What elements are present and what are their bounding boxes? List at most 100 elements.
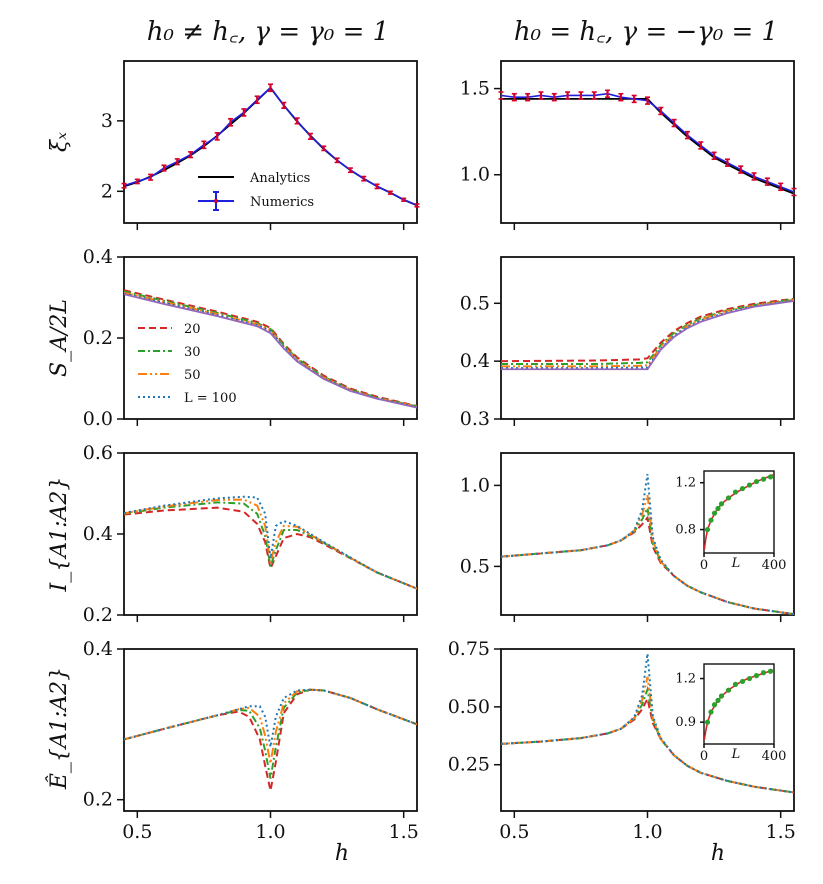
inset-data-point <box>753 478 760 485</box>
inset-r3c1: 0 400 0.9 1.2 L <box>675 663 787 764</box>
inset-data-point <box>760 476 767 482</box>
series-line-30 <box>124 501 417 590</box>
axis-ytick-label: 0.50 <box>448 696 490 718</box>
panel-r0c0: 2 3 ξₓ Analytics Numerics <box>47 60 420 230</box>
axis-frame <box>500 256 795 420</box>
panel-r1c1: 0.3 0.4 0.5 <box>460 256 795 430</box>
inset-x-label: L <box>731 556 741 571</box>
axis-ytick-label: 0.0 <box>83 408 113 430</box>
inset-data-point <box>704 526 711 533</box>
axis-xtick-label: 0.5 <box>499 821 529 843</box>
panel-r1c0: 0.0 0.2 0.4 S_A/2L 20 30 50 L = 100 <box>47 246 418 430</box>
panel-r2c0: 0.2 0.4 0.6 I_{A1:A2} <box>47 442 418 626</box>
axis-ytick-label: 0.6 <box>83 442 113 464</box>
series-line-20 <box>501 297 794 363</box>
inset-frame <box>703 663 775 745</box>
inset-data-point <box>711 510 718 516</box>
legend-label: 50 <box>184 368 201 383</box>
axis-ytick-label: 0.3 <box>460 408 490 430</box>
series-line-30 <box>124 290 417 408</box>
axis-xtick-label: 1.5 <box>389 821 419 843</box>
axis-ytick-label: 0.4 <box>460 350 490 372</box>
axis-ytick-label: 0.25 <box>448 754 490 776</box>
axis-ytick-label: 0.4 <box>83 523 113 545</box>
panel-r3c1: 0.5 1.0 1.5 0.25 0.50 0.75 0 400 0.9 1.2 L <box>448 638 796 843</box>
axis-ytick-label: 0.5 <box>460 555 490 577</box>
series-line-50 <box>124 498 417 590</box>
series-line-20 <box>124 688 417 791</box>
panel-r2c1: 0.5 1.0 0 400 0.8 1.2 L <box>460 452 795 622</box>
legend-label: 30 <box>184 345 201 360</box>
series-line-analytics <box>501 98 794 195</box>
inset-xtick-label: 400 <box>762 558 787 573</box>
inset-data-point <box>760 670 767 676</box>
inset-data-point <box>753 673 760 679</box>
inset-data-point <box>725 687 732 693</box>
inset-xtick-label: 400 <box>762 749 787 764</box>
legend-label: Analytics <box>249 171 310 186</box>
series-line-analytics <box>124 86 417 207</box>
inset-data-point <box>708 517 714 523</box>
series-line-30 <box>124 688 417 779</box>
column-title-right: h₀ = h꜀, γ = −γ₀ = 1 <box>514 17 778 47</box>
inset-data-point <box>715 505 721 512</box>
inset-data-point <box>711 702 718 708</box>
x-axis-label-left: h <box>335 841 349 866</box>
numerics-line <box>501 92 794 193</box>
legend-label: Numerics <box>250 195 314 210</box>
axis-frame <box>500 60 795 224</box>
inset-ytick-label: 1.2 <box>675 476 696 491</box>
axis-xtick-label: 1.0 <box>255 821 285 843</box>
axis-ytick-label: 1.0 <box>460 474 490 496</box>
axis-ytick-label: 1.0 <box>460 164 490 186</box>
axis-ytick-label: 2 <box>101 180 113 202</box>
inset-xtick-label: 0 <box>700 558 708 573</box>
inset-data-point <box>708 709 714 715</box>
series-line-l-100 <box>501 473 794 615</box>
axis-ytick-label: 0.5 <box>460 292 490 314</box>
series-line-l-100 <box>501 299 794 370</box>
legend-label: 20 <box>184 322 201 337</box>
axis-frame <box>123 452 418 616</box>
series-line-limit <box>501 300 794 371</box>
series-line-20 <box>124 506 417 590</box>
inset-data-point <box>739 678 746 685</box>
y-axis-label: I_{A1:A2} <box>47 477 72 593</box>
inset-data-point <box>718 501 725 507</box>
inset-data-point <box>739 485 746 492</box>
inset-ytick-label: 1.2 <box>675 672 696 687</box>
legend-label: L = 100 <box>184 391 237 406</box>
numerics-line <box>124 86 417 207</box>
inset-data-point <box>746 482 753 488</box>
axis-ytick-label: 1.5 <box>460 78 490 100</box>
series-line-l-100 <box>124 495 417 590</box>
axis-ytick-label: 3 <box>101 110 113 132</box>
series-line-limit <box>124 293 417 409</box>
axis-xtick-label: 1.0 <box>632 821 662 843</box>
y-axis-label: S_A/2L <box>47 299 72 377</box>
inset-data-point <box>704 719 711 725</box>
axis-ytick-label: 0.2 <box>83 327 113 349</box>
axis-xtick-label: 0.5 <box>122 821 152 843</box>
y-axis-label: ξₓ <box>47 132 72 152</box>
panel-r3c0: 0.5 1.0 1.5 0.2 0.4 Ê_{A1:A2} <box>45 638 419 843</box>
series-line-30 <box>501 298 794 366</box>
series-line-50 <box>501 676 794 794</box>
axis-ytick-label: 0.2 <box>83 789 113 811</box>
x-axis-label-right: h <box>711 841 725 866</box>
inset-data-point <box>718 693 725 699</box>
axis-ytick-label: 0.4 <box>83 246 113 268</box>
inset-ytick-label: 0.9 <box>675 715 696 730</box>
panel-r0c1: 1.0 1.5 <box>460 60 797 230</box>
series-line-20 <box>124 289 417 408</box>
inset-r2c1: 0 400 0.8 1.2 L <box>675 470 787 573</box>
axis-ytick-label: 0.4 <box>83 638 113 660</box>
series-line-50 <box>124 688 417 764</box>
inset-data-point <box>732 681 739 687</box>
series-line-50 <box>501 298 794 368</box>
series-line-l-100 <box>124 688 417 748</box>
axis-xtick-label: 1.5 <box>766 821 796 843</box>
inset-data-point <box>767 474 774 480</box>
inset-ytick-label: 0.8 <box>675 523 696 538</box>
